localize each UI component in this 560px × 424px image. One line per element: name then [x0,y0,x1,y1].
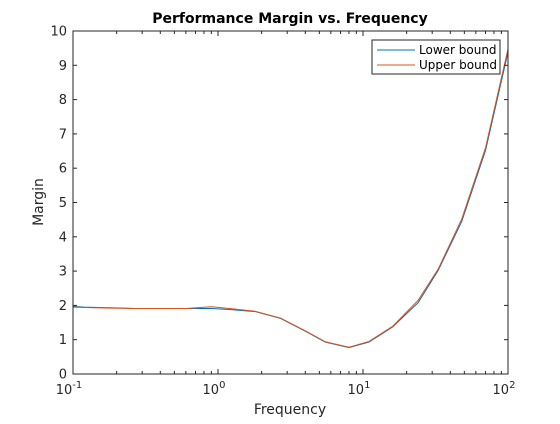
y-tick-label: 5 [59,196,67,211]
legend-box [371,39,501,75]
series-layer [72,48,509,349]
series-line-2 [72,48,509,348]
axes-layer: 0 1 2 3 4 5 6 7 8 9 10 10-1 100 101 102 [50,25,515,399]
legend-label: Upper bound [419,58,497,72]
y-tick-label: 8 [59,93,67,108]
plot-area [73,31,508,374]
x-tick-label: 101 [348,380,371,398]
x-tick-label: 10-1 [56,380,83,398]
y-tick-label: 1 [59,333,67,348]
x-axis-title: Frequency [254,402,326,418]
y-tick-label: 4 [59,230,67,245]
x-tick-label: 100 [203,380,226,398]
y-tick-label: 10 [50,25,67,40]
x-tick-label: 102 [493,380,516,398]
y-tick-label: 6 [59,162,67,177]
chart-title: Performance Margin vs. Frequency [152,11,427,27]
legend-label: Lower bound [419,43,497,57]
y-tick-label: 9 [59,59,67,74]
y-tick-label: 0 [59,368,67,383]
y-tick-label: 7 [59,127,67,142]
y-axis-title: Margin [31,178,47,226]
y-tick-label: 2 [59,299,67,314]
y-tick-label: 3 [59,265,67,280]
